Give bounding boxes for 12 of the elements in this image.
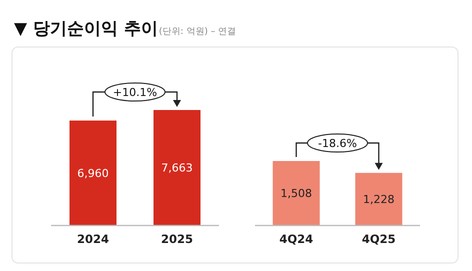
- text: +10.1%: [112, 86, 158, 99]
- chart-subtitle: (단위: 억원) – 연결: [158, 27, 236, 37]
- chart-title: ▼ 당기순이익 추이: [14, 19, 158, 39]
- x-tick-label: 4Q24: [279, 232, 314, 246]
- x-tick-label: 4Q25: [362, 232, 396, 246]
- text: -18.6%: [318, 137, 357, 150]
- x-tick-label: 2025: [160, 232, 194, 246]
- x-tick-label: 2024: [76, 232, 110, 246]
- data-label: 1,228: [363, 192, 394, 206]
- data-label: 7,663: [161, 162, 193, 174]
- data-label: 1,508: [280, 187, 312, 200]
- data-label: 6,960: [77, 166, 109, 180]
